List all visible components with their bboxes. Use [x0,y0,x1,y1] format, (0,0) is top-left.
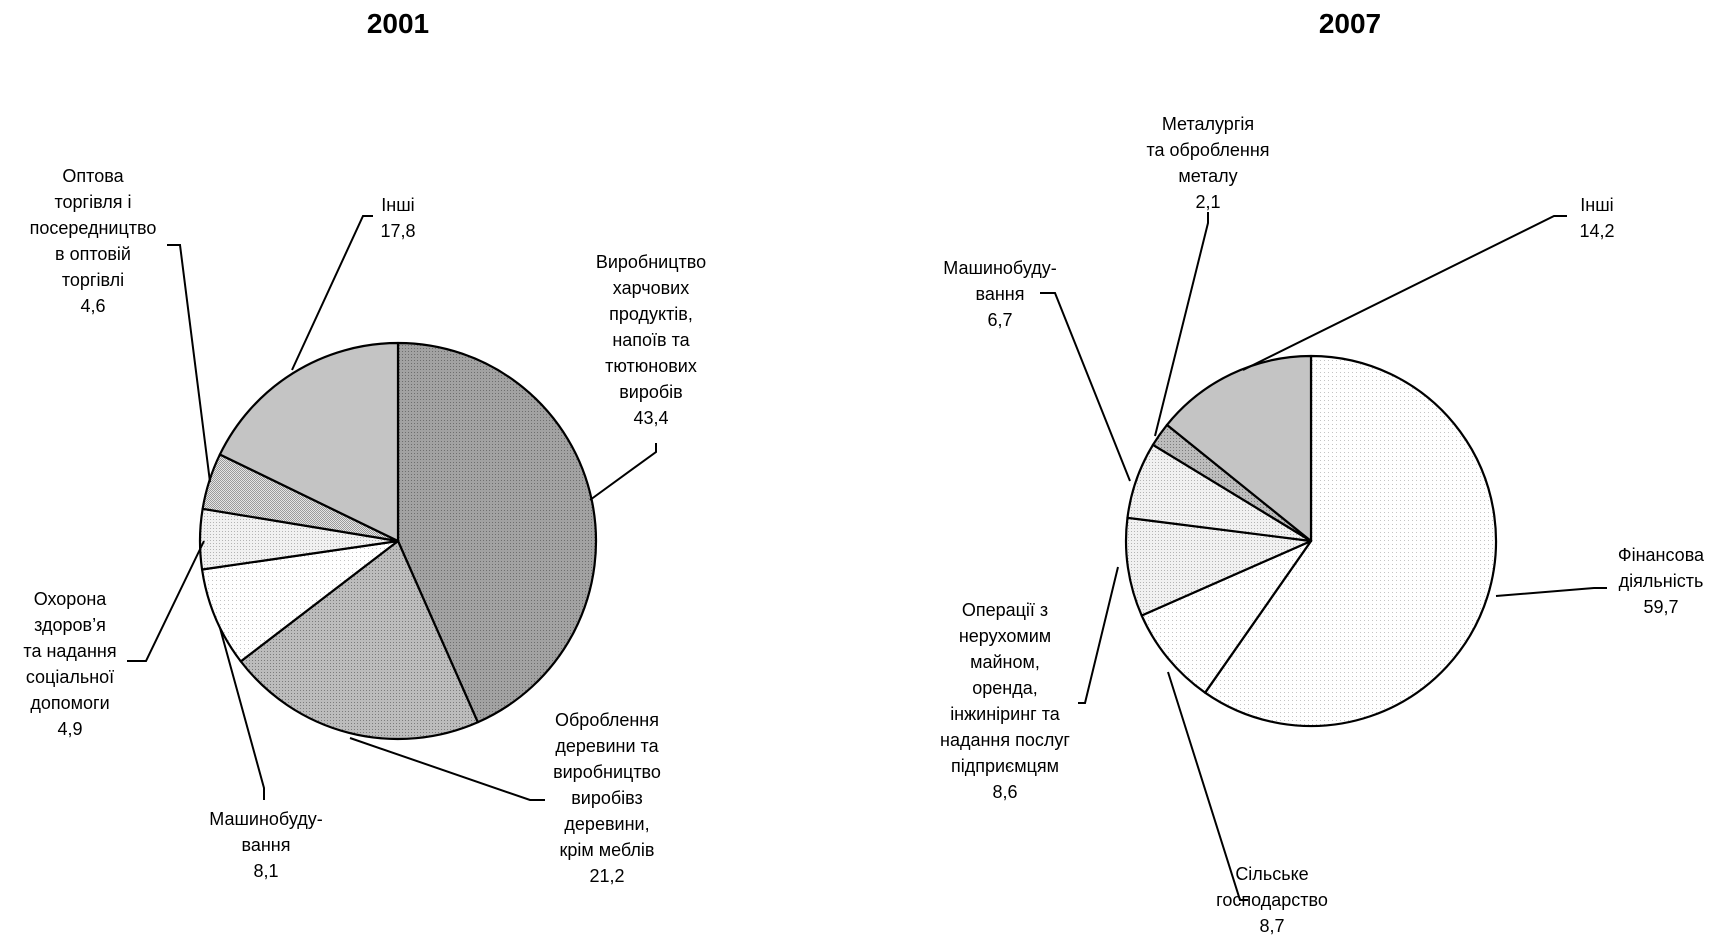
pie-2007-leader-line-4 [1040,292,1131,482]
slice-label-line: надання послуг [940,730,1070,750]
pie-2001-leader-line-3 [219,627,265,800]
slice-label-line: виробів [619,382,683,402]
slice-label-line: соціальної [26,667,114,687]
slice-label-line: Оброблення [555,710,659,730]
slice-value-label: 21,2 [589,866,624,886]
pie-2007-slice-label-4: Машинобуду-вання 6,7 [943,258,1056,330]
slice-label-line: оренда, [972,678,1038,698]
slice-value-label: 14,2 [1579,221,1614,241]
slice-label-line: Машинобуду- [209,809,322,829]
pie-2001-slice-label-6: Інші 17,8 [380,195,415,241]
slice-label-line: Фінансова [1618,545,1705,565]
slice-label-line: тютюнових [605,356,697,376]
pie-2007-slice-2 [1140,539,1313,694]
slice-label-line: нерухомим [959,626,1051,646]
pie-2007-slice-label-2: Сільське господарство 8,7 [1216,864,1328,936]
slice-label-line: продуктів, [609,304,693,324]
slice-label-line: в оптовій [55,244,131,264]
slice-label-line: вання [242,835,291,855]
slice-label-line: металу [1178,166,1237,186]
slice-label-line: діяльність [1619,571,1704,591]
pie-2001-slice-1 [396,341,598,724]
slice-label-line: Оптова [62,166,124,186]
pie-2001-slice-3 [200,539,400,663]
pie-2001-slice-label-3: Машинобуду-вання 8,1 [209,809,322,881]
slice-value-label: 17,8 [380,221,415,241]
pie-2001-leader-line-2 [349,737,545,801]
pie-2007-leader-line-5 [1154,212,1209,437]
slice-label-line: Інші [1580,195,1613,215]
pie-2007 [1124,354,1498,728]
slice-labels: Виробництво харчових продуктів, напоїв та тю… [23,114,1705,936]
chart-title-2007: 2007 [1319,8,1381,39]
pie-2007-slice-label-1: Фінансова діяльність 59,7 [1618,545,1705,617]
pie-2001-slice-label-2: Оброблення деревини та виробництво виробівз… [553,710,661,886]
pie-2001-leader-line-4 [127,540,205,662]
slice-label-line: здоров’я [34,615,106,635]
slice-label-line: майном, [970,652,1040,672]
slice-value-label: 4,9 [57,719,82,739]
slice-label-line: Операції з [962,600,1048,620]
slice-label-line: крім меблів [559,840,654,860]
slice-label-line: Виробництво [596,252,706,272]
pie-2001-slice-label-1: Виробництво харчових продуктів, напоїв та тю… [596,252,706,428]
slice-label-line: харчових [613,278,689,298]
pie-2007-slice-label-5: Металургія та оброблення металу 2,1 [1146,114,1269,212]
pie-2001 [198,341,598,741]
pie-2007-slice-label-6: Інші 14,2 [1579,195,1614,241]
slice-label-line: господарство [1216,890,1328,910]
pie-2001-slice-6 [218,341,400,543]
slice-value-label: 59,7 [1643,597,1678,617]
chart-title-2001: 2001 [367,8,429,39]
pie-2001-slice-2 [239,539,479,741]
pie-2007-slice-3 [1124,516,1313,617]
slice-label-line: виробництво [553,762,661,782]
slice-label-line: вання [976,284,1025,304]
slice-label-line: торгівлі [62,270,124,290]
slice-label-line: та надання [23,641,116,661]
pie-2007-leader-line-2 [1167,671,1248,901]
pie-2001-slice-label-4: Охорона здоров’я та надання соціальної допом… [23,589,116,739]
leader-lines [127,212,1607,901]
slice-label-line: деревини, [564,814,649,834]
pie-2001-leader-line-5 [167,244,211,483]
pie-2007-leader-line-3 [1078,566,1119,704]
slice-label-line: допомоги [30,693,109,713]
pie-2001-leader-line-6 [291,215,373,371]
pie-2007-leader-line-1 [1495,587,1607,597]
slice-label-line: виробівз [571,788,643,808]
slice-value-label: 8,1 [253,861,278,881]
slice-label-line: Охорона [34,589,108,609]
slice-label-line: Металургія [1162,114,1254,134]
slice-value-label: 6,7 [987,310,1012,330]
slice-label-line: інжиніринг та [950,704,1061,724]
slice-value-label: 43,4 [633,408,668,428]
slice-label-line: напоїв та [612,330,690,350]
slice-value-label: 8,7 [1259,916,1284,936]
slice-value-label: 8,6 [992,782,1017,802]
slice-label-line: посередництво [30,218,157,238]
pie-2007-slice-1 [1204,354,1498,728]
pie-2001-slice-label-5: Оптова торгівля і посередництво в оптовій то… [30,166,157,316]
slice-value-label: 4,6 [80,296,105,316]
pie-2001-leader-line-1 [589,443,657,501]
slice-value-label: 2,1 [1195,192,1220,212]
slice-label-line: Інші [381,195,414,215]
pie-2007-leader-line-6 [1242,215,1567,371]
slice-label-line: та оброблення [1146,140,1269,160]
slice-label-line: торгівля і [54,192,131,212]
slice-label-line: Машинобуду- [943,258,1056,278]
slice-label-line: деревини та [555,736,659,756]
pie-2007-slice-6 [1165,354,1313,543]
slice-label-line: підприємцям [951,756,1059,776]
pie-2007-slice-label-3: Операції з нерухомим майном, оренда, інжинір… [940,600,1070,802]
slice-label-line: Сільське [1235,864,1308,884]
